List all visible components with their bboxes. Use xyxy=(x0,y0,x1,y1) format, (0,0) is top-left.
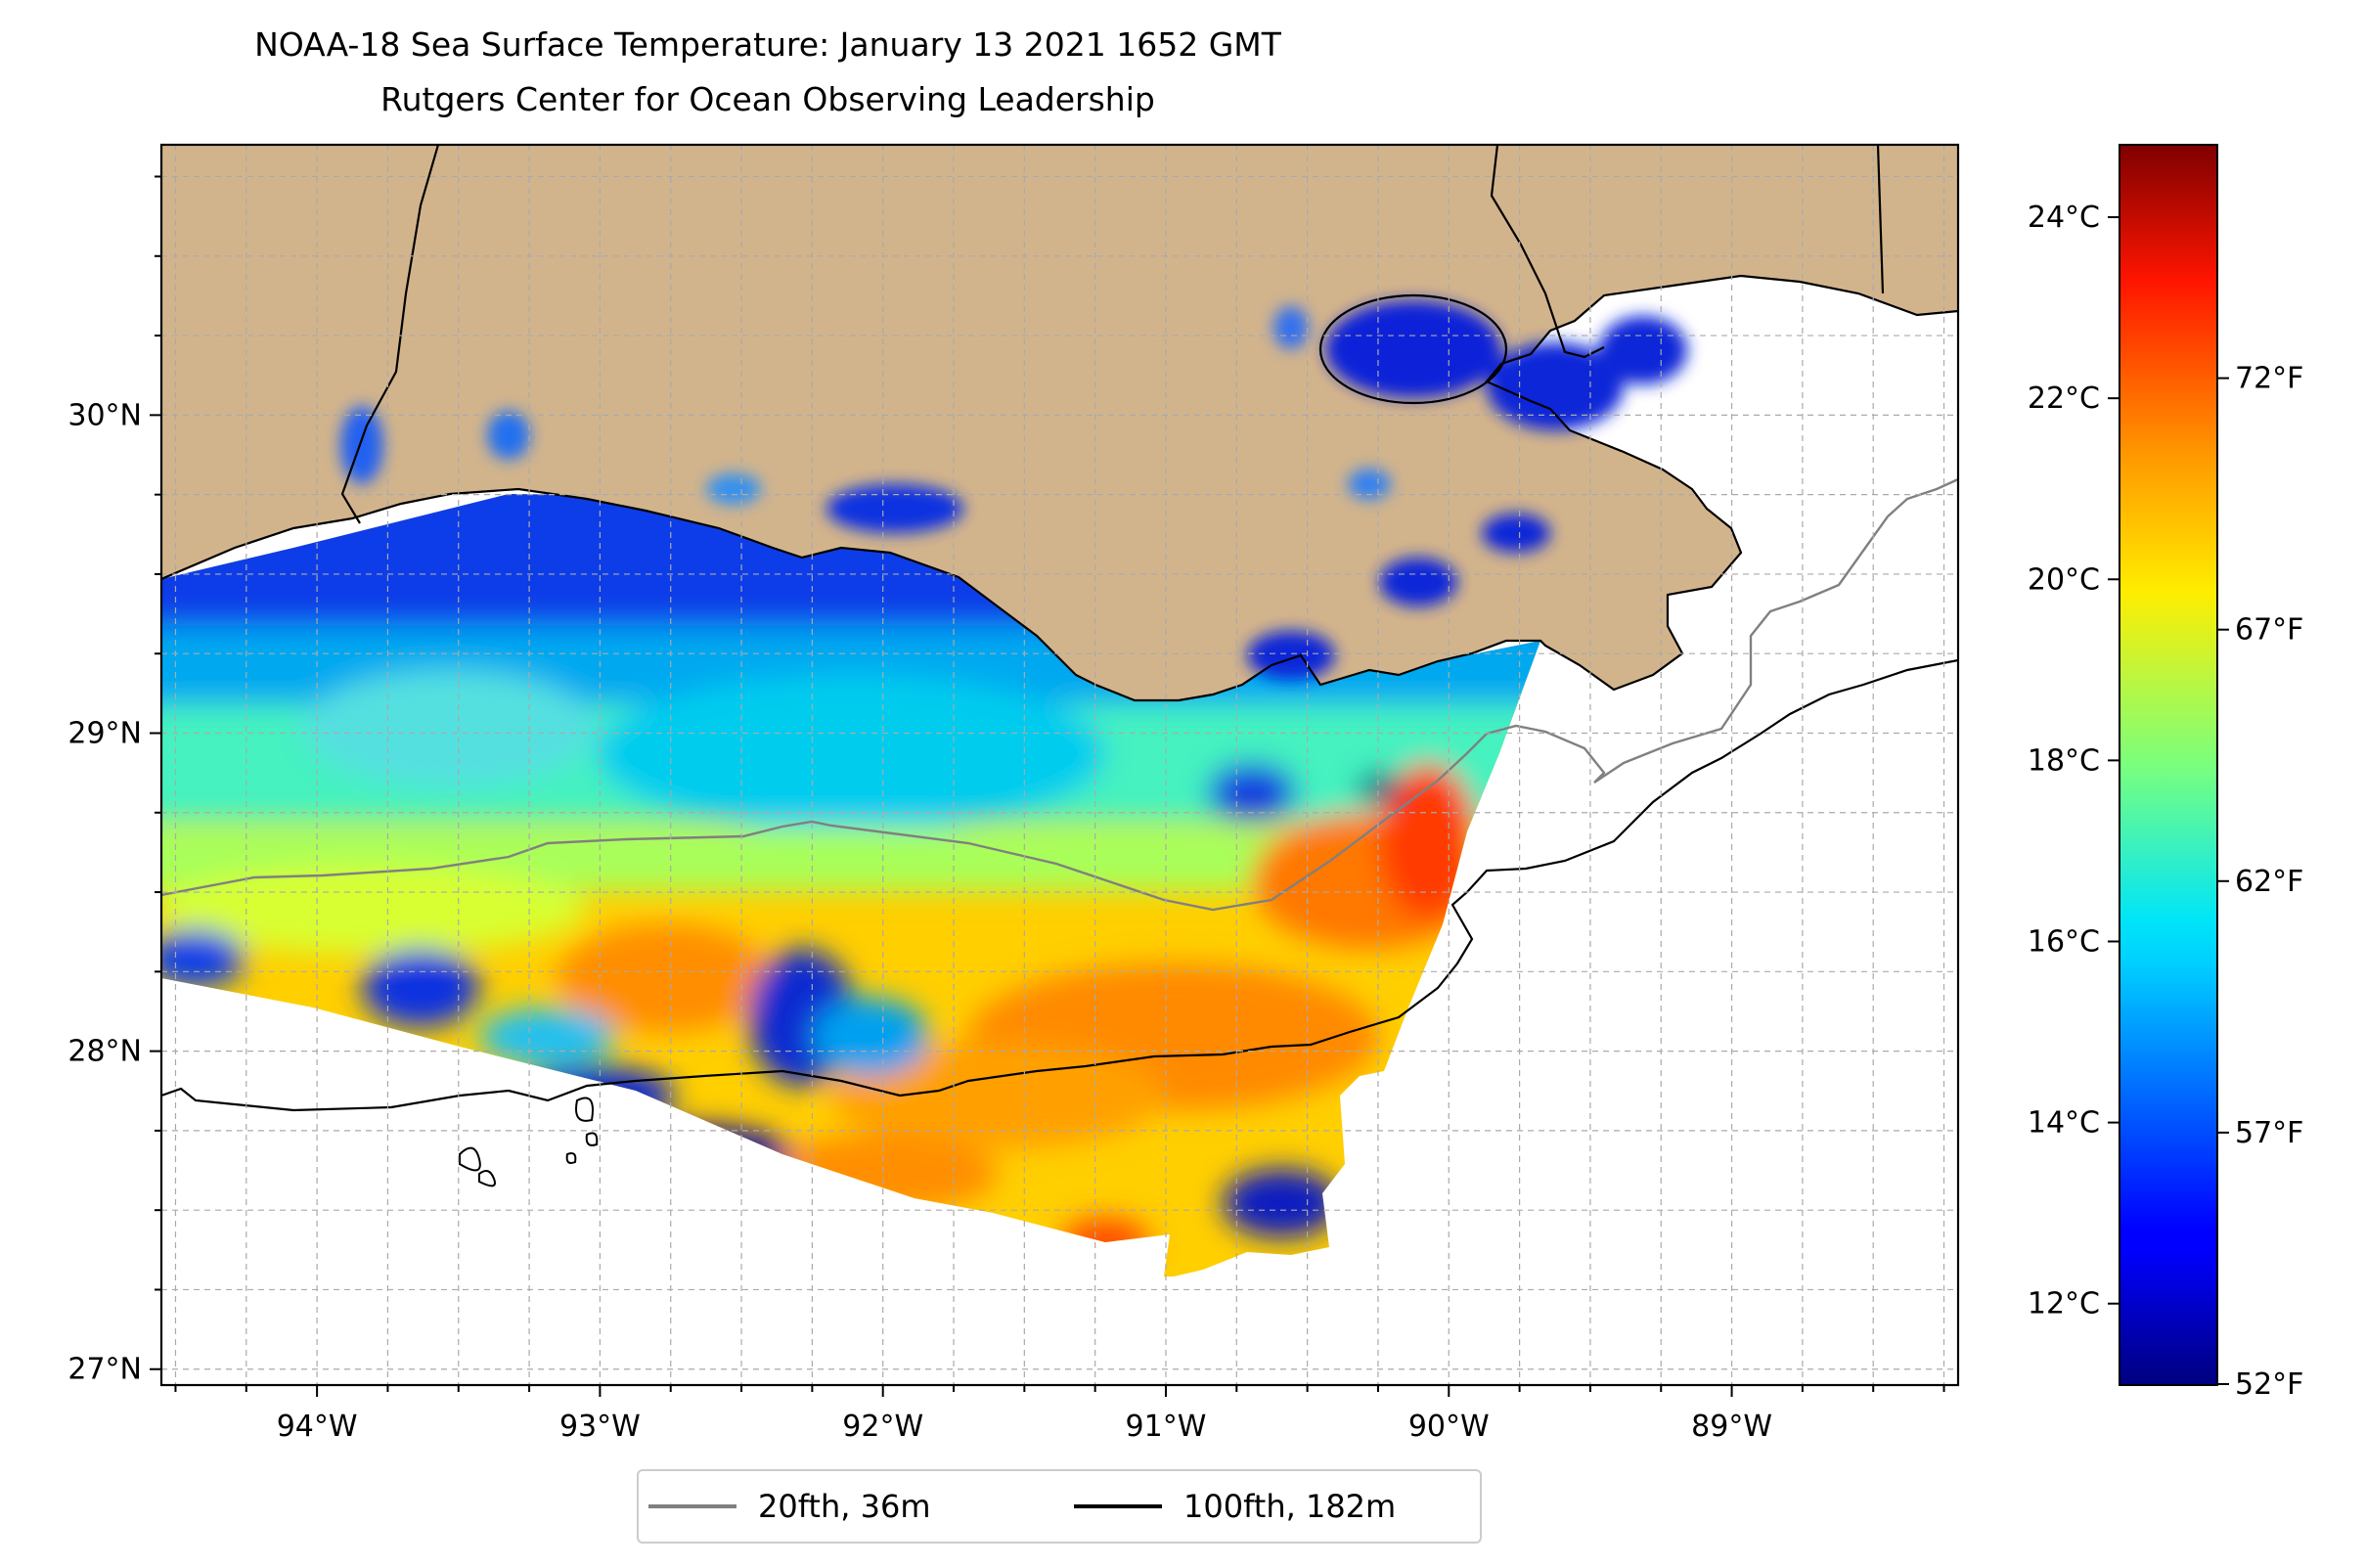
colorbar-ticks: 12°C 14°C 16°C 18°C 20°C 22°C 24°C 52°F 57°F 62°F… xyxy=(2028,201,2304,1402)
state-boundary-east xyxy=(1490,145,1605,359)
x-tick-label: 93°W xyxy=(559,1410,641,1444)
colorbar-c-label: 24°C xyxy=(2028,201,2100,235)
colorbar-c-label: 14°C xyxy=(2028,1106,2100,1141)
axis-ticks: 94°W 93°W 92°W 91°W 90°W 89°W 27°N 28°N 29°N 30°N xyxy=(67,175,1945,1444)
colorbar-f-label: 67°F xyxy=(2235,613,2303,648)
legend-line-gray xyxy=(648,1504,736,1508)
land-mass xyxy=(161,145,1958,700)
legend-line-black xyxy=(1074,1504,1162,1508)
x-tick-label: 92°W xyxy=(842,1410,923,1444)
x-tick-label: 89°W xyxy=(1691,1410,1772,1444)
colorbar-f-label: 52°F xyxy=(2235,1367,2303,1402)
colorbar-c-label: 18°C xyxy=(2028,743,2100,778)
colorbar-c-label: 12°C xyxy=(2028,1287,2100,1322)
x-tick-label: 91°W xyxy=(1126,1410,1207,1444)
y-tick-label: 30°N xyxy=(67,398,142,432)
contour-islands xyxy=(459,1097,599,1187)
contour-100fth-182m xyxy=(161,658,1958,1112)
legend: 20fth, 36m 100fth, 182m xyxy=(637,1469,1482,1544)
y-tick-label: 28°N xyxy=(67,1035,142,1069)
y-tick-label: 27°N xyxy=(67,1353,142,1387)
map-panel xyxy=(161,145,1958,1385)
colorbar-c-label: 22°C xyxy=(2028,381,2100,416)
colorbar-c-label: 16°C xyxy=(2028,924,2100,959)
y-tick-label: 29°N xyxy=(67,716,142,750)
legend-item-100fth: 100fth, 182m xyxy=(1074,1471,1396,1542)
colorbar-c-label: 20°C xyxy=(2028,562,2100,597)
legend-item-20fth: 20fth, 36m xyxy=(648,1471,930,1542)
graticule xyxy=(161,145,1958,1385)
colorbar-f-label: 72°F xyxy=(2235,362,2303,396)
map-title: NOAA-18 Sea Surface Temperature: January… xyxy=(254,25,1281,64)
x-tick-label: 94°W xyxy=(277,1410,358,1444)
colorbar-f-label: 57°F xyxy=(2235,1116,2303,1150)
contour-20fth-36m xyxy=(161,477,1958,912)
colorbar-f-label: 62°F xyxy=(2235,865,2303,899)
x-tick-label: 90°W xyxy=(1408,1410,1490,1444)
state-boundary xyxy=(340,145,440,524)
legend-label: 20fth, 36m xyxy=(758,1488,931,1525)
inland-water-sst xyxy=(340,300,1687,680)
coastline xyxy=(161,274,1958,702)
map-subtitle: Rutgers Center for Ocean Observing Leade… xyxy=(380,80,1155,118)
colorbar xyxy=(2119,144,2218,1386)
legend-label: 100fth, 182m xyxy=(1183,1488,1397,1525)
pearl-river xyxy=(1876,145,1885,294)
lake-pontchartrain xyxy=(1318,293,1508,405)
map-frame xyxy=(159,143,1960,1387)
